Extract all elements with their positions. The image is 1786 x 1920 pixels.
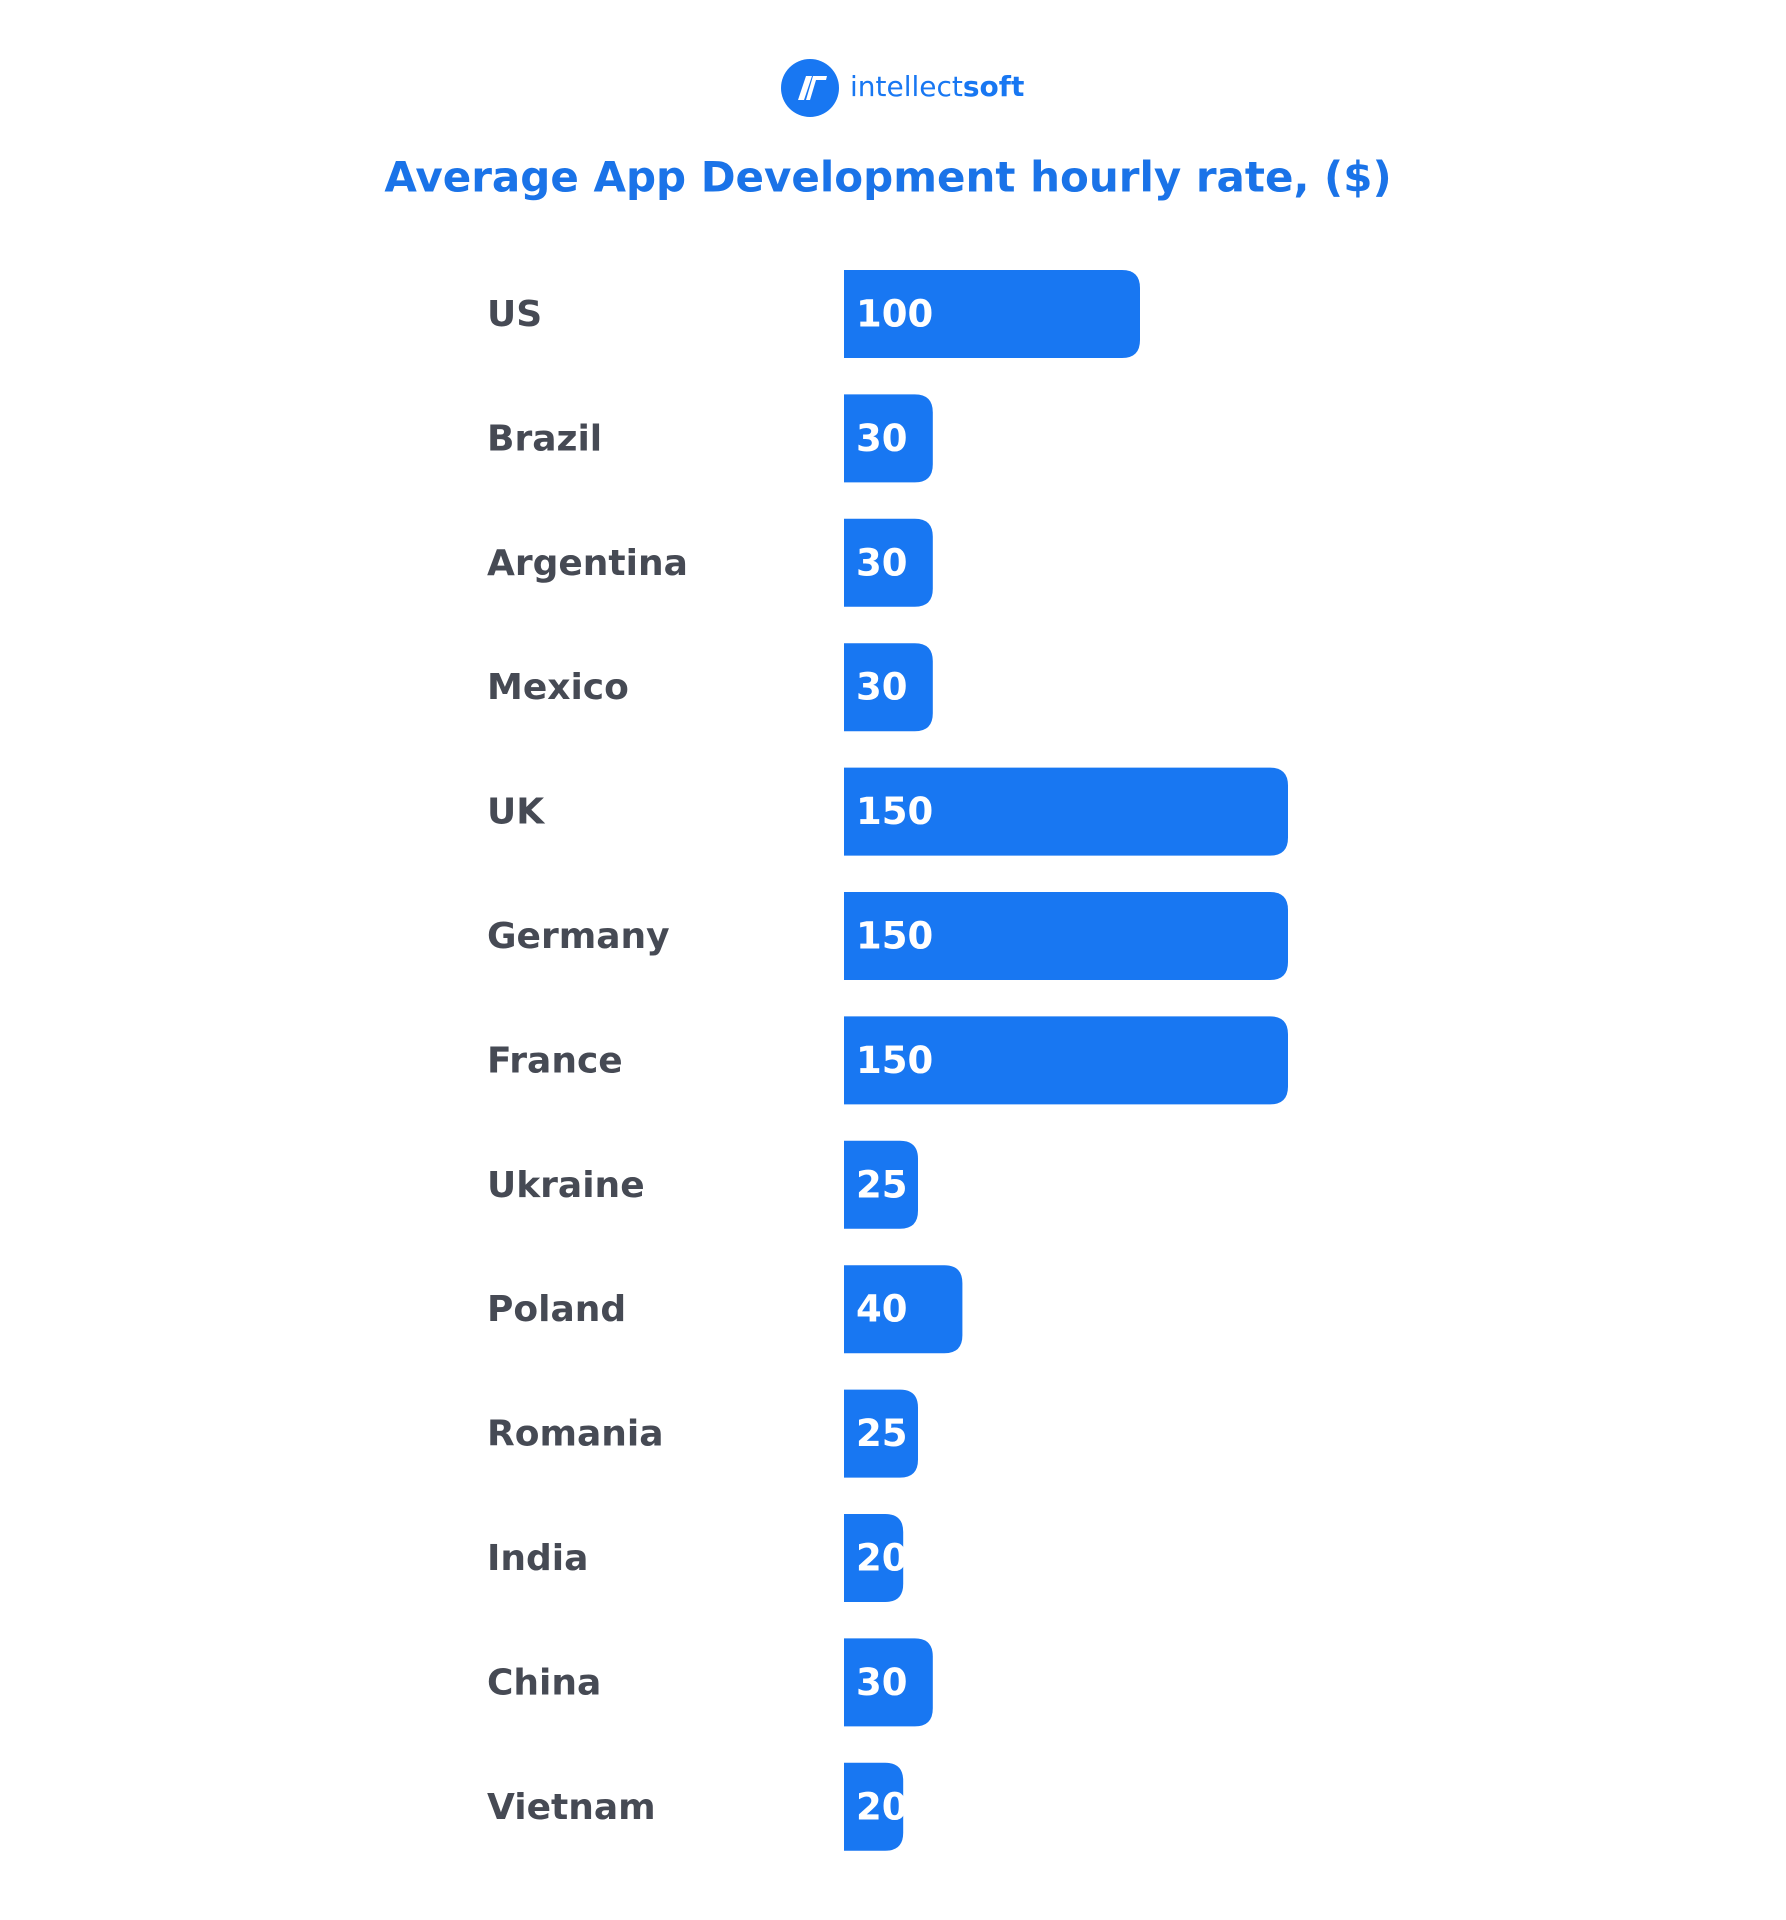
bar: [844, 1389, 918, 1478]
bar: [844, 892, 1288, 980]
chart-title: Average App Development hourly rate, ($): [384, 153, 1391, 202]
bar: [844, 1265, 963, 1354]
value-label: 20: [856, 1785, 908, 1828]
bar: [844, 643, 933, 732]
value-label: 30: [856, 666, 908, 709]
category-label: UK: [487, 792, 545, 833]
value-label: 30: [856, 541, 908, 584]
category-label: France: [487, 1040, 623, 1081]
value-label: 150: [856, 1039, 933, 1082]
bar: [844, 1514, 904, 1602]
value-label: 25: [856, 1412, 908, 1455]
value-label: 150: [856, 790, 933, 833]
bar: [844, 767, 1288, 856]
category-label: Germany: [487, 916, 670, 957]
value-label: 100: [856, 293, 933, 336]
category-label: Argentina: [487, 543, 688, 584]
bar: [844, 270, 1140, 358]
value-label: 20: [856, 1537, 908, 1580]
category-label: Vietnam: [487, 1787, 656, 1828]
logo-bold: soft: [963, 70, 1024, 103]
bar: [844, 1638, 933, 1727]
value-label: 25: [856, 1163, 908, 1206]
category-label: Romania: [487, 1414, 664, 1455]
bar: [844, 1140, 918, 1229]
value-label: 40: [856, 1288, 908, 1331]
bar: [844, 1016, 1288, 1105]
logo-light: intellect: [850, 70, 963, 103]
category-label: India: [487, 1538, 588, 1579]
bar: [844, 394, 933, 483]
category-label: Poland: [487, 1289, 626, 1330]
bar: [844, 1762, 904, 1851]
value-label: 30: [856, 1661, 908, 1704]
category-label: Brazil: [487, 418, 602, 459]
category-label: Ukraine: [487, 1165, 645, 1206]
logo-glyph: [798, 76, 827, 100]
logo-text: intellectsoft: [850, 70, 1024, 103]
bar: [844, 518, 933, 607]
logo: intellectsoft: [781, 59, 1024, 117]
category-label: China: [487, 1662, 601, 1703]
category-label: Mexico: [487, 667, 629, 708]
value-label: 30: [856, 417, 908, 460]
category-label: US: [487, 294, 542, 335]
value-label: 150: [856, 915, 933, 958]
